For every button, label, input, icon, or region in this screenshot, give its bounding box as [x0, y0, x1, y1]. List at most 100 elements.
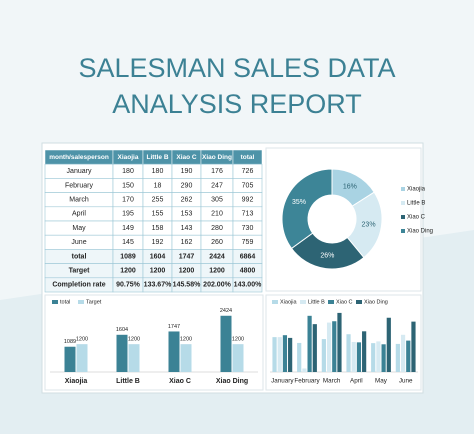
header-text: month/salesperson	[49, 154, 109, 161]
title: ANALYSIS REPORT	[112, 89, 362, 119]
legend-label: Target	[86, 299, 102, 305]
x-tick-label: Xiao Ding	[216, 378, 248, 385]
x-tick-label: January	[271, 378, 294, 385]
data-label: 1089	[64, 339, 76, 345]
bar	[288, 337, 293, 372]
table-text: 192	[152, 239, 164, 246]
table-text: 190	[181, 168, 193, 175]
table-text: 145	[122, 239, 134, 246]
table-text: March	[69, 197, 89, 204]
header-text: total	[241, 154, 255, 161]
data-label: 1747	[168, 324, 180, 330]
table-text: Completion rate	[52, 282, 105, 289]
legend-label: total	[60, 299, 70, 305]
bar	[326, 322, 332, 372]
legend-swatch	[401, 215, 405, 219]
x-tick-label: Xiaojia	[65, 378, 88, 385]
table-text: 262	[181, 197, 193, 204]
table-text: 158	[152, 225, 164, 232]
header-text: Xiao C	[176, 154, 197, 161]
header-text: Xiao Ding	[202, 154, 232, 161]
data-label: 1200	[128, 337, 140, 343]
table-text: 759	[242, 239, 254, 246]
bar	[386, 317, 391, 372]
table-text: 1200	[150, 268, 166, 275]
legend-swatch	[328, 300, 334, 304]
table-text: 280	[211, 225, 223, 232]
table-text: 255	[152, 197, 164, 204]
data-label: 2424	[220, 308, 232, 314]
bar	[282, 335, 288, 372]
title: SALESMAN SALES DATA	[78, 53, 395, 83]
table-text: 1200	[120, 268, 136, 275]
table-text: 18	[154, 182, 162, 189]
table-text: 705	[242, 182, 254, 189]
table-text: 143	[181, 225, 193, 232]
bar	[64, 346, 76, 372]
bar	[356, 342, 362, 372]
bar	[272, 337, 277, 372]
x-tick-label: April	[350, 378, 363, 385]
bar	[168, 331, 180, 372]
legend-label: Xiaojia	[280, 299, 297, 305]
table-text: 149	[122, 225, 134, 232]
data-label: 1200	[76, 337, 88, 343]
table-text: 1604	[150, 253, 166, 260]
table-text: Target	[69, 268, 91, 275]
bar	[76, 344, 88, 372]
bar	[376, 341, 381, 372]
table-text: 1747	[179, 253, 195, 260]
legend-label: Xiao C	[336, 299, 353, 305]
table-text: 195	[122, 211, 134, 218]
bar	[128, 344, 140, 372]
bar	[337, 312, 342, 372]
table-text: 290	[181, 182, 193, 189]
table-text: 90.75%	[116, 282, 141, 289]
table-text: 155	[152, 211, 164, 218]
legend-swatch	[401, 201, 405, 205]
table-text: 992	[242, 197, 254, 204]
table-text: 2424	[209, 253, 225, 260]
data-label: 1200	[232, 337, 244, 343]
x-tick-label: March	[323, 378, 341, 385]
slice-label: 16%	[343, 183, 357, 190]
table-text: 1200	[209, 268, 225, 275]
table-text: 4800	[240, 268, 256, 275]
table-text: total	[72, 253, 87, 260]
legend-label: Xiao Ding	[407, 229, 433, 235]
table-text: 202.00%	[203, 282, 231, 289]
table-text: 247	[211, 182, 223, 189]
legend-label: Little B	[308, 299, 325, 305]
table-text: 180	[152, 168, 164, 175]
table-text: 145.58%	[173, 282, 201, 289]
table-text: 153	[181, 211, 193, 218]
bar	[395, 343, 400, 372]
slice-label: 23%	[362, 222, 376, 229]
bar	[351, 341, 356, 372]
table-text: 133.67%	[144, 282, 172, 289]
bar	[362, 331, 367, 372]
donut-slice	[281, 168, 333, 250]
table-text: April	[72, 211, 86, 218]
legend-swatch	[401, 187, 405, 191]
table-text: 170	[122, 197, 134, 204]
legend-label: Xiao C	[407, 215, 426, 221]
bar	[116, 334, 128, 372]
header-text: Little B	[146, 154, 168, 161]
x-tick-label: Little B	[116, 378, 140, 385]
bar	[307, 315, 312, 372]
table-text: February	[65, 182, 94, 189]
table-text: January	[67, 168, 92, 175]
bar	[321, 339, 326, 372]
x-tick-label: May	[375, 378, 388, 385]
legend-label: Xiaojia	[407, 187, 426, 193]
bar	[312, 324, 317, 372]
bar	[371, 343, 376, 372]
legend-swatch	[78, 300, 84, 304]
table-text: 162	[181, 239, 193, 246]
table-text: 6864	[240, 253, 256, 260]
bar	[232, 344, 244, 372]
slice-label: 26%	[320, 253, 334, 260]
table-text: 730	[242, 225, 254, 232]
